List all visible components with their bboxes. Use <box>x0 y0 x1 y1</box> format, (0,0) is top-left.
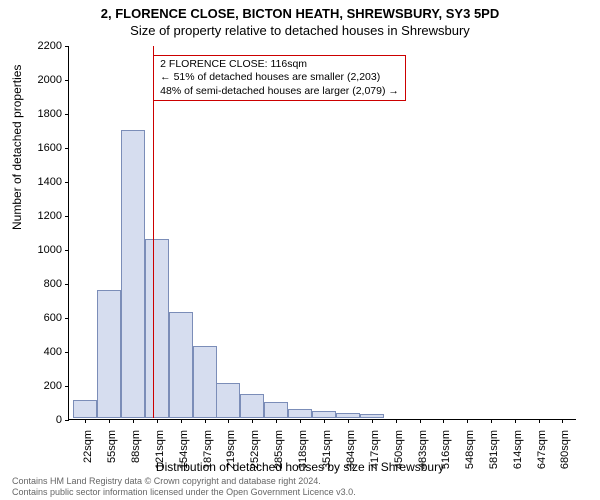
histogram-bar <box>240 394 264 419</box>
histogram-bar <box>312 411 336 418</box>
y-tick-mark <box>65 182 69 183</box>
y-tick-label: 1600 <box>22 142 62 154</box>
histogram-bar <box>73 400 97 418</box>
y-tick-mark <box>65 352 69 353</box>
annotation-line-3: 48% of semi-detached houses are larger (… <box>160 85 399 99</box>
reference-line <box>153 46 154 418</box>
x-tick-mark <box>157 419 158 423</box>
x-tick-mark <box>539 419 540 423</box>
y-tick-mark <box>65 46 69 47</box>
y-tick-mark <box>65 284 69 285</box>
y-tick-label: 1000 <box>22 244 62 256</box>
y-tick-label: 2200 <box>22 40 62 52</box>
y-tick-label: 400 <box>22 346 62 358</box>
y-tick-mark <box>65 216 69 217</box>
x-tick-mark <box>252 419 253 423</box>
y-tick-label: 1400 <box>22 176 62 188</box>
x-tick-mark <box>133 419 134 423</box>
annotation-box: 2 FLORENCE CLOSE: 116sqm ← 51% of detach… <box>153 55 406 102</box>
histogram-bar <box>97 290 121 418</box>
x-tick-mark <box>467 419 468 423</box>
x-tick-mark <box>109 419 110 423</box>
y-tick-mark <box>65 148 69 149</box>
histogram-bar <box>360 414 384 418</box>
histogram-bar <box>193 346 217 418</box>
histogram-bar <box>169 312 193 418</box>
y-tick-mark <box>65 386 69 387</box>
y-tick-mark <box>65 80 69 81</box>
x-tick-mark <box>491 419 492 423</box>
y-tick-mark <box>65 114 69 115</box>
histogram-bar <box>288 409 312 418</box>
annotation-line-1: 2 FLORENCE CLOSE: 116sqm <box>160 58 399 72</box>
x-axis-label: Distribution of detached houses by size … <box>0 460 600 474</box>
histogram-bar <box>336 413 360 418</box>
x-tick-mark <box>562 419 563 423</box>
y-tick-mark <box>65 420 69 421</box>
footer-line-2: Contains public sector information licen… <box>12 487 356 498</box>
y-tick-label: 2000 <box>22 74 62 86</box>
x-tick-mark <box>324 419 325 423</box>
x-tick-mark <box>228 419 229 423</box>
histogram-bar <box>121 130 145 418</box>
title-block: 2, FLORENCE CLOSE, BICTON HEATH, SHREWSB… <box>0 0 600 38</box>
y-tick-label: 200 <box>22 380 62 392</box>
x-tick-mark <box>348 419 349 423</box>
footer-attribution: Contains HM Land Registry data © Crown c… <box>12 476 356 498</box>
y-tick-mark <box>65 318 69 319</box>
histogram-bar <box>216 383 240 418</box>
histogram-bar <box>145 239 169 418</box>
x-tick-mark <box>420 419 421 423</box>
y-tick-label: 1800 <box>22 108 62 120</box>
footer-line-1: Contains HM Land Registry data © Crown c… <box>12 476 356 487</box>
y-tick-label: 600 <box>22 312 62 324</box>
y-tick-label: 800 <box>22 278 62 290</box>
x-tick-mark <box>276 419 277 423</box>
x-tick-mark <box>205 419 206 423</box>
x-tick-mark <box>443 419 444 423</box>
histogram-bar <box>264 402 288 418</box>
x-tick-mark <box>85 419 86 423</box>
y-tick-label: 1200 <box>22 210 62 222</box>
x-tick-mark <box>396 419 397 423</box>
y-tick-label: 0 <box>22 414 62 426</box>
histogram-chart: 0200400600800100012001400160018002000220… <box>68 46 576 420</box>
page-title: 2, FLORENCE CLOSE, BICTON HEATH, SHREWSB… <box>0 6 600 21</box>
y-tick-mark <box>65 250 69 251</box>
plot-area: 0200400600800100012001400160018002000220… <box>68 46 576 420</box>
page-subtitle: Size of property relative to detached ho… <box>0 23 600 38</box>
x-tick-mark <box>515 419 516 423</box>
x-tick-mark <box>372 419 373 423</box>
x-tick-mark <box>181 419 182 423</box>
x-tick-mark <box>300 419 301 423</box>
annotation-line-2: ← 51% of detached houses are smaller (2,… <box>160 71 399 85</box>
